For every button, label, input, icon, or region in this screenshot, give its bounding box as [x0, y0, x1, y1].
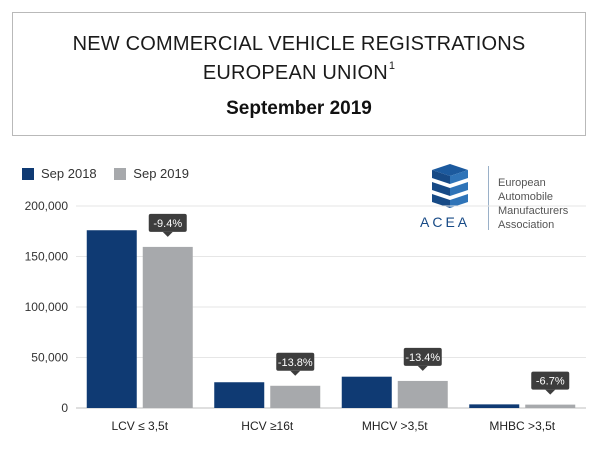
bar-sep-2018	[214, 382, 265, 408]
bar-sep-2019	[270, 385, 321, 408]
y-tick-label: 0	[61, 401, 68, 415]
legend-swatch-sep-2018	[22, 167, 34, 180]
change-label: -13.8%	[278, 357, 313, 369]
bar-sep-2018	[86, 230, 137, 408]
x-category-label: LCV ≤ 3,5t	[111, 419, 168, 433]
change-label: -9.4%	[153, 218, 182, 230]
logo-line-3: Manufacturers	[498, 205, 569, 217]
change-callouts: -9.4% -13.8% -13.4% -6.7%	[148, 213, 570, 395]
y-tick-label: 150,000	[25, 250, 69, 264]
x-axis-labels: LCV ≤ 3,5t HCV ≥16t MHCV >3,5t MHBC >3,5t	[111, 419, 555, 433]
bar-sep-2018	[341, 376, 392, 408]
chart-title-region: EUROPEAN UNION1	[13, 60, 585, 85]
acea-full-name: European Automobile Manufacturers Associ…	[498, 176, 568, 232]
legend-item-sep-2019: Sep 2019	[114, 166, 189, 181]
change-callout-box	[148, 213, 187, 232]
change-callout-pointer	[417, 365, 428, 371]
bars	[86, 230, 576, 408]
acea-logo-icon	[432, 164, 468, 208]
x-category-label: HCV ≥16t	[241, 419, 294, 433]
change-callout-pointer	[545, 389, 556, 395]
logo-line-2: Automobile	[498, 191, 554, 203]
y-tick-label: 50,000	[31, 351, 68, 365]
y-tick-label: 200,000	[25, 199, 69, 213]
bar-sep-2019	[525, 404, 576, 408]
change-callout-box	[276, 352, 315, 371]
legend-item-sep-2018: Sep 2018	[22, 166, 97, 181]
header-box: NEW COMMERCIAL VEHICLE REGISTRATIONS EUR…	[12, 12, 586, 136]
chart-title: NEW COMMERCIAL VEHICLE REGISTRATIONS	[72, 33, 526, 55]
bar-chart: 0 50,000 100,000 150,000 200,000 -9.4% -13.8%…	[25, 199, 586, 433]
logo-line-1: European	[498, 177, 546, 189]
acea-logo: ACEA European Automobile Manufacturers A…	[420, 162, 590, 232]
acea-logo-word: ACEA	[420, 214, 471, 230]
bar-sep-2019	[142, 246, 193, 408]
chart-subtitle: September 2019	[226, 98, 372, 119]
change-callout-box	[403, 347, 442, 366]
change-label: -6.7%	[536, 376, 565, 388]
legend: Sep 2018 Sep 2019	[22, 166, 203, 183]
change-callout-pointer	[290, 370, 301, 376]
region-label: EUROPEAN UNION	[202, 62, 388, 84]
bar-sep-2018	[469, 404, 520, 408]
x-category-label: MHBC >3,5t	[489, 419, 555, 433]
footnote-marker: 1	[388, 60, 396, 73]
change-label: -13.4%	[405, 352, 440, 364]
logo-line-4: Association	[498, 219, 555, 231]
logo-divider	[488, 166, 489, 230]
change-callout-box	[531, 371, 570, 390]
legend-label-sep-2018: Sep 2018	[41, 166, 97, 181]
bar-sep-2019	[397, 380, 448, 408]
x-category-label: MHCV >3,5t	[362, 419, 428, 433]
y-tick-label: 100,000	[25, 300, 69, 314]
y-axis-ticks: 0 50,000 100,000 150,000 200,000	[25, 199, 69, 415]
legend-swatch-sep-2019	[114, 167, 127, 180]
legend-label-sep-2019: Sep 2019	[133, 166, 189, 181]
change-callout-pointer	[162, 231, 173, 237]
